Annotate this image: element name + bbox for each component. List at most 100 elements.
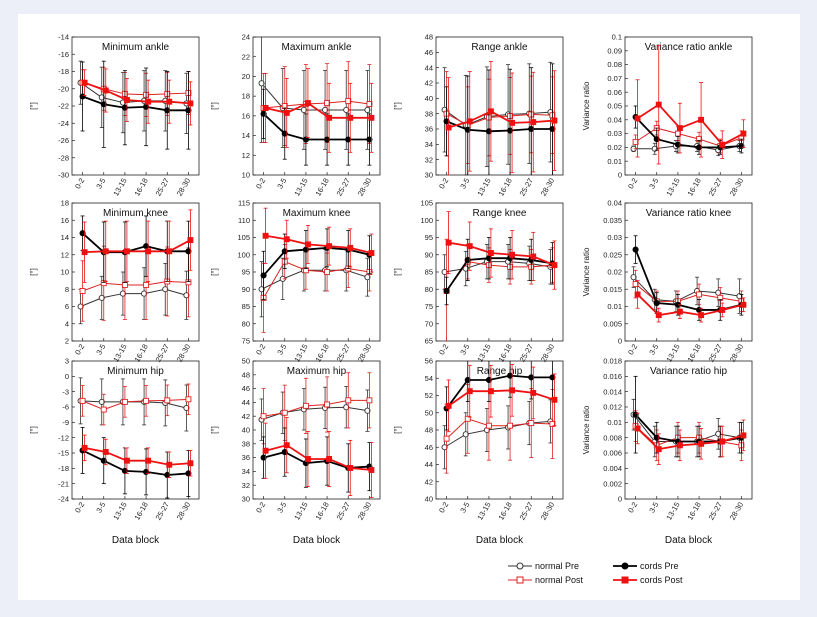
data-point xyxy=(549,125,556,133)
series-line xyxy=(82,280,189,292)
x-tick-label: 28-30 xyxy=(175,501,192,522)
series-line xyxy=(637,103,744,146)
y-tick-label: 0.01 xyxy=(607,157,622,166)
y-tick-label: -18 xyxy=(58,464,69,473)
subplot-title: Range hip xyxy=(477,366,523,377)
legend-label: cords Pre xyxy=(640,561,679,571)
series-cords-post xyxy=(634,412,747,465)
y-axis-label: [°] xyxy=(393,268,402,276)
x-axis-label: Data block xyxy=(112,535,160,546)
series-line xyxy=(263,261,370,299)
data-point xyxy=(464,256,471,263)
data-point xyxy=(487,250,494,256)
data-point xyxy=(324,136,331,143)
series-line xyxy=(262,113,370,141)
data-point xyxy=(102,248,109,255)
plot-frame xyxy=(71,36,200,176)
data-point xyxy=(347,114,354,121)
y-tick-label: 46 xyxy=(242,384,250,393)
y-tick-label: 50 xyxy=(425,408,433,417)
series-cords-post xyxy=(445,364,558,433)
legend-label: normal Post xyxy=(535,575,584,585)
y-tick-label: 90 xyxy=(242,285,250,294)
data-point xyxy=(364,407,371,414)
data-point xyxy=(698,440,705,447)
x-tick-label: 28-30 xyxy=(356,501,373,522)
series-normal-pre xyxy=(441,61,554,176)
y-tick-label: 95 xyxy=(242,268,250,277)
data-point xyxy=(509,387,516,394)
data-point xyxy=(632,246,639,253)
series-line xyxy=(263,100,370,109)
data-point xyxy=(77,303,84,310)
data-point xyxy=(507,127,514,134)
y-tick-label: 0.07 xyxy=(607,74,622,83)
x-tick-label: 13-15 xyxy=(292,501,309,522)
x-tick-label: 13-15 xyxy=(111,343,128,364)
data-point xyxy=(445,239,452,246)
data-point xyxy=(98,94,105,101)
data-point xyxy=(464,415,471,422)
series-line xyxy=(446,418,553,439)
series-cords-pre xyxy=(79,427,192,499)
legend-item-normal-post: normal Post xyxy=(508,575,584,585)
x-tick-label: 16-18 xyxy=(313,501,330,522)
series-normal-pre xyxy=(77,377,190,432)
series-cords-pre xyxy=(260,228,373,301)
x-tick-label: 13-15 xyxy=(292,177,309,198)
y-tick-label: 75 xyxy=(242,337,250,346)
data-point xyxy=(260,272,267,279)
data-point xyxy=(283,442,290,449)
subplot-title: Minimum ankle xyxy=(102,42,170,53)
x-tick-label: 3-5 xyxy=(94,501,107,515)
y-tick-label: 85 xyxy=(425,268,433,277)
y-tick-label: 14 xyxy=(242,131,250,140)
data-point xyxy=(345,98,352,105)
data-point xyxy=(676,308,683,315)
x-tick-label: 28-30 xyxy=(539,343,556,364)
y-tick-label: 95 xyxy=(425,233,433,242)
series-cords-post xyxy=(81,209,194,283)
series-normal-post xyxy=(260,61,373,146)
x-tick-label: 13-15 xyxy=(664,343,681,364)
y-tick-label: 75 xyxy=(425,302,433,311)
x-tick-label: 0-2 xyxy=(437,501,450,515)
subplot-11: Range hip 40 42 44 46 48 50 52 54 56 [°] 0-2 3-5 13-1… xyxy=(393,357,564,546)
x-tick-label: 16-18 xyxy=(132,501,149,522)
y-tick-label: 0.025 xyxy=(603,250,622,259)
y-tick-label: 10 xyxy=(242,171,250,180)
x-tick-label: 16-18 xyxy=(496,501,513,522)
y-tick-label: 0.02 xyxy=(607,143,622,152)
data-point xyxy=(740,432,747,439)
y-tick-label: 24 xyxy=(242,33,250,42)
data-point xyxy=(655,312,662,319)
y-tick-label: -12 xyxy=(58,433,69,442)
data-point xyxy=(164,107,171,114)
y-tick-label: -9 xyxy=(62,418,69,427)
x-tick-label: 13-15 xyxy=(475,501,492,522)
data-point xyxy=(445,124,452,131)
data-point xyxy=(260,454,267,461)
y-tick-label: 70 xyxy=(425,319,433,328)
x-tick-label: 25-27 xyxy=(518,177,535,198)
x-tick-label: 16-18 xyxy=(685,177,702,198)
y-tick-label: 105 xyxy=(420,199,433,208)
data-point xyxy=(164,397,171,404)
x-tick-label: 0-2 xyxy=(626,177,639,191)
data-point xyxy=(141,290,148,297)
y-axis-label: [°] xyxy=(29,102,38,110)
y-tick-label: -6 xyxy=(62,403,69,412)
y-tick-label: 12 xyxy=(61,250,69,259)
x-tick-label: 28-30 xyxy=(728,501,745,522)
series-cords-post xyxy=(262,68,375,153)
x-tick-label: 0-2 xyxy=(73,501,86,515)
data-point xyxy=(260,110,267,117)
series-line xyxy=(84,447,191,466)
y-tick-label: -14 xyxy=(58,33,69,42)
legend-marker xyxy=(621,576,629,584)
plot-frame xyxy=(624,36,753,176)
x-tick-label: 25-27 xyxy=(154,343,171,364)
series-line xyxy=(261,269,368,290)
data-point xyxy=(466,118,473,125)
subplot-12: Variance ratio hip 0 0.002 0.004 0.006 0.008 0… xyxy=(582,357,753,546)
